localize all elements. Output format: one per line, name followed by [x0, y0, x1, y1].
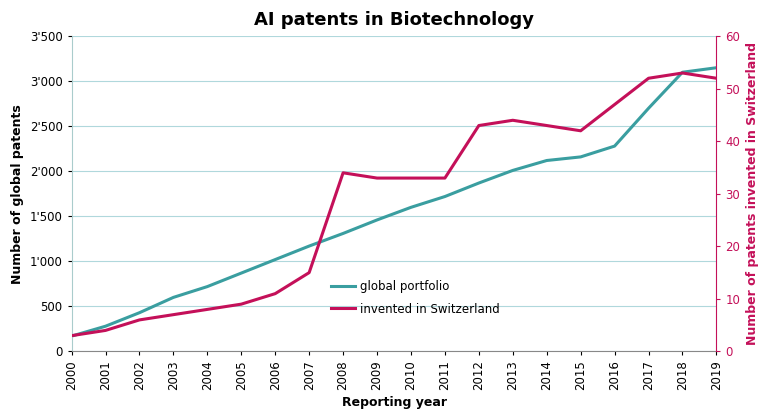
global portfolio	[236, 270, 246, 276]
invented in Switzerland	[67, 333, 76, 338]
global portfolio	[711, 65, 721, 70]
invented in Switzerland	[236, 302, 246, 307]
Y-axis label: Number of patents invented in Switzerland: Number of patents invented in Switzerlan…	[746, 42, 759, 345]
global portfolio	[203, 284, 212, 289]
global portfolio	[135, 310, 144, 315]
X-axis label: Reporting year: Reporting year	[342, 396, 447, 409]
invented in Switzerland	[576, 128, 585, 133]
invented in Switzerland	[135, 318, 144, 323]
global portfolio	[101, 324, 110, 329]
invented in Switzerland	[474, 123, 484, 128]
global portfolio	[610, 144, 619, 149]
invented in Switzerland	[508, 118, 517, 123]
invented in Switzerland	[610, 102, 619, 107]
global portfolio	[270, 257, 280, 262]
invented in Switzerland	[270, 291, 280, 296]
global portfolio	[576, 155, 585, 160]
Legend: global portfolio, invented in Switzerland: global portfolio, invented in Switzerlan…	[326, 276, 504, 320]
Y-axis label: Number of global patents: Number of global patents	[11, 104, 24, 284]
invented in Switzerland	[169, 312, 178, 317]
global portfolio	[440, 194, 450, 199]
invented in Switzerland	[440, 176, 450, 181]
global portfolio	[644, 106, 653, 111]
Line: invented in Switzerland: invented in Switzerland	[72, 73, 716, 336]
global portfolio	[474, 181, 484, 186]
invented in Switzerland	[304, 270, 313, 275]
invented in Switzerland	[339, 170, 348, 175]
invented in Switzerland	[644, 76, 653, 81]
global portfolio	[67, 333, 76, 339]
global portfolio	[508, 168, 517, 173]
global portfolio	[169, 295, 178, 300]
global portfolio	[407, 205, 416, 210]
invented in Switzerland	[203, 307, 212, 312]
invented in Switzerland	[711, 76, 721, 81]
Title: AI patents in Biotechnology: AI patents in Biotechnology	[254, 11, 534, 29]
invented in Switzerland	[101, 328, 110, 333]
global portfolio	[542, 158, 551, 163]
invented in Switzerland	[678, 71, 687, 76]
invented in Switzerland	[373, 176, 382, 181]
Line: global portfolio: global portfolio	[72, 68, 716, 336]
global portfolio	[339, 231, 348, 236]
global portfolio	[678, 70, 687, 75]
invented in Switzerland	[407, 176, 416, 181]
global portfolio	[304, 244, 313, 249]
invented in Switzerland	[542, 123, 551, 128]
global portfolio	[373, 218, 382, 223]
